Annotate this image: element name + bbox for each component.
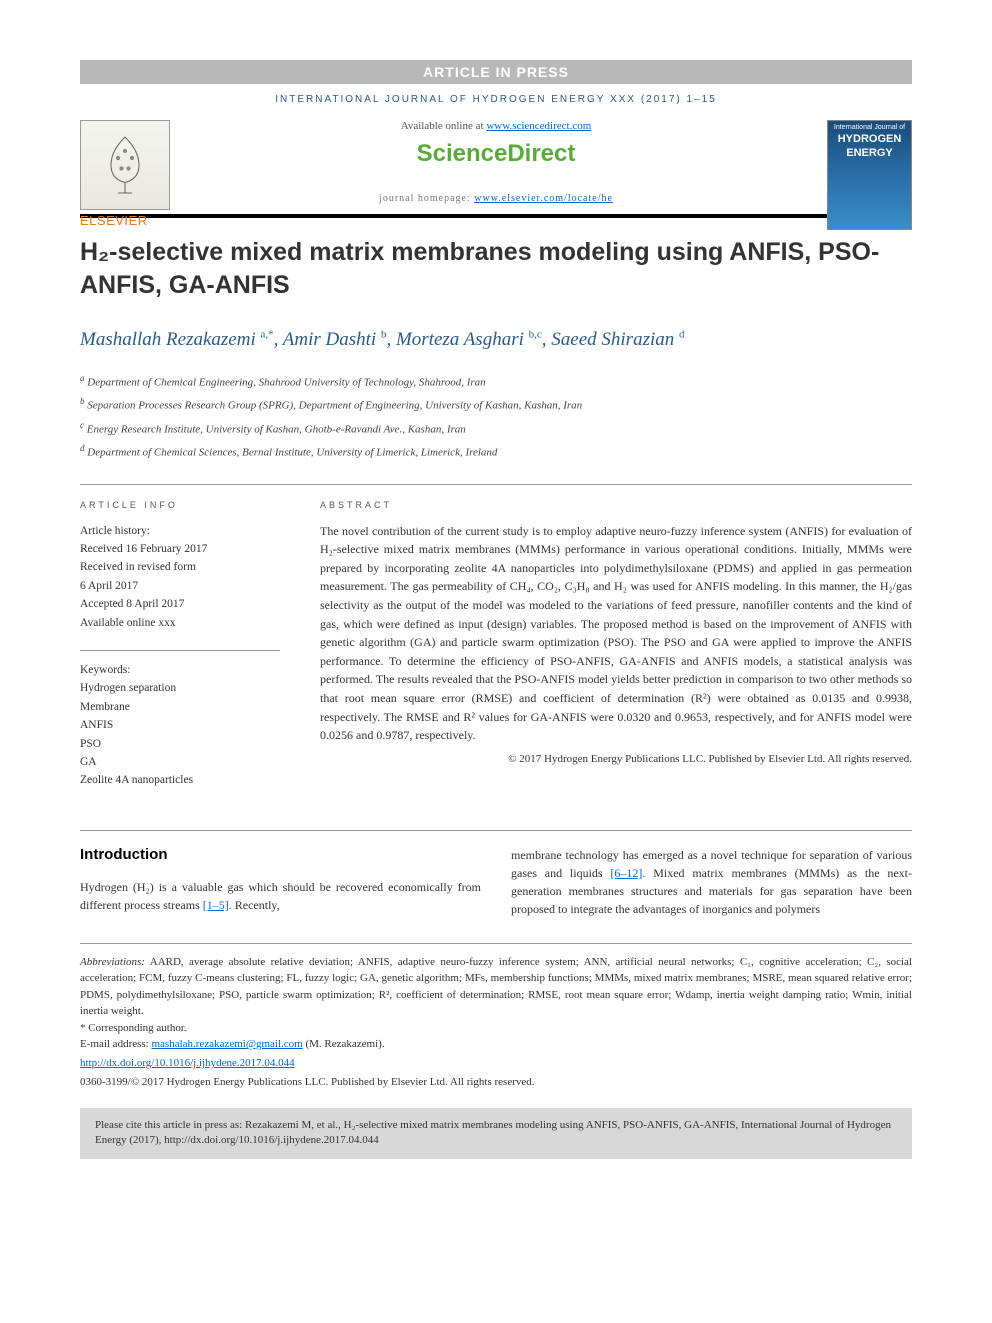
- accepted-date: Accepted 8 April 2017: [80, 595, 280, 613]
- cover-title-1: HYDROGEN: [831, 133, 908, 145]
- doi-link[interactable]: http://dx.doi.org/10.1016/j.ijhydene.201…: [80, 1057, 295, 1069]
- intro-left-column: Introduction Hydrogen (H₂) is a valuable…: [80, 846, 481, 918]
- journal-cover-thumbnail: International Journal of HYDROGEN ENERGY: [827, 120, 912, 230]
- abstract-text: The novel contribution of the current st…: [320, 522, 912, 745]
- affiliation-line: d Department of Chemical Sciences, Berna…: [80, 440, 912, 464]
- affiliation-line: b Separation Processes Research Group (S…: [80, 393, 912, 417]
- keyword-item: GA: [80, 753, 280, 771]
- article-info-column: ARTICLE INFO Article history: Received 1…: [80, 500, 280, 790]
- keywords-divider: [80, 650, 280, 651]
- header-section: ELSEVIER International Journal of HYDROG…: [80, 120, 912, 204]
- history-label: Article history:: [80, 522, 280, 540]
- issn-line: 0360-3199/© 2017 Hydrogen Energy Publica…: [80, 1076, 912, 1088]
- sciencedirect-logo: ScienceDirect: [190, 140, 802, 168]
- affiliation-line: a Department of Chemical Engineering, Sh…: [80, 370, 912, 394]
- keyword-item: Zeolite 4A nanoparticles: [80, 771, 280, 789]
- affiliations: a Department of Chemical Engineering, Sh…: [80, 370, 912, 464]
- cover-subtitle: International Journal of: [831, 124, 908, 131]
- revised-line2: 6 April 2017: [80, 577, 280, 595]
- elsevier-logo: ELSEVIER: [80, 120, 180, 228]
- journal-homepage-text: journal homepage: www.elsevier.com/locat…: [190, 193, 802, 204]
- authors-line: Mashallah Rezakazemi a,*, Amir Dashti b,…: [80, 326, 912, 355]
- keywords-label: Keywords:: [80, 661, 280, 679]
- cover-title-2: ENERGY: [831, 147, 908, 159]
- abstract-label: ABSTRACT: [320, 500, 912, 510]
- intro-text-left: Hydrogen (H₂) is a valuable gas which sh…: [80, 878, 481, 914]
- title-divider: [80, 214, 912, 218]
- email-line: E-mail address: mashalah.rezakazemi@gmai…: [80, 1036, 912, 1053]
- available-date: Available online xxx: [80, 614, 280, 632]
- abstract-copyright: © 2017 Hydrogen Energy Publications LLC.…: [320, 753, 912, 765]
- affiliation-line: c Energy Research Institute, University …: [80, 417, 912, 441]
- sciencedirect-link[interactable]: www.sciencedirect.com: [486, 120, 591, 132]
- received-date: Received 16 February 2017: [80, 540, 280, 558]
- keyword-item: Membrane: [80, 698, 280, 716]
- info-divider: [80, 484, 912, 485]
- corresponding-author: * Corresponding author.: [80, 1020, 912, 1037]
- keyword-item: PSO: [80, 735, 280, 753]
- elsevier-tree-icon: [80, 120, 170, 210]
- intro-text-right: membrane technology has emerged as a nov…: [511, 846, 912, 918]
- keyword-item: Hydrogen separation: [80, 679, 280, 697]
- citation-box: Please cite this article in press as: Re…: [80, 1108, 912, 1159]
- ref-link[interactable]: [1–5]: [203, 898, 229, 912]
- intro-right-column: membrane technology has emerged as a nov…: [511, 846, 912, 918]
- intro-divider: [80, 830, 912, 831]
- article-title: H₂-selective mixed matrix membranes mode…: [80, 236, 912, 301]
- ref-link[interactable]: [6–12]: [610, 866, 642, 880]
- footer-divider: [80, 943, 912, 944]
- abstract-column: ABSTRACT The novel contribution of the c…: [320, 500, 912, 790]
- available-online-text: Available online at www.sciencedirect.co…: [190, 120, 802, 132]
- article-info-label: ARTICLE INFO: [80, 500, 280, 510]
- article-in-press-banner: ARTICLE IN PRESS: [80, 60, 912, 84]
- email-link[interactable]: mashalah.rezakazemi@gmail.com: [151, 1038, 302, 1050]
- journal-homepage-link[interactable]: www.elsevier.com/locate/he: [474, 193, 613, 204]
- journal-reference: INTERNATIONAL JOURNAL OF HYDROGEN ENERGY…: [80, 94, 912, 105]
- keyword-item: ANFIS: [80, 716, 280, 734]
- abbreviations-block: Abbreviations: AARD, average absolute re…: [80, 954, 912, 1020]
- introduction-heading: Introduction: [80, 846, 481, 863]
- elsevier-text: ELSEVIER: [80, 213, 180, 228]
- revised-line1: Received in revised form: [80, 558, 280, 576]
